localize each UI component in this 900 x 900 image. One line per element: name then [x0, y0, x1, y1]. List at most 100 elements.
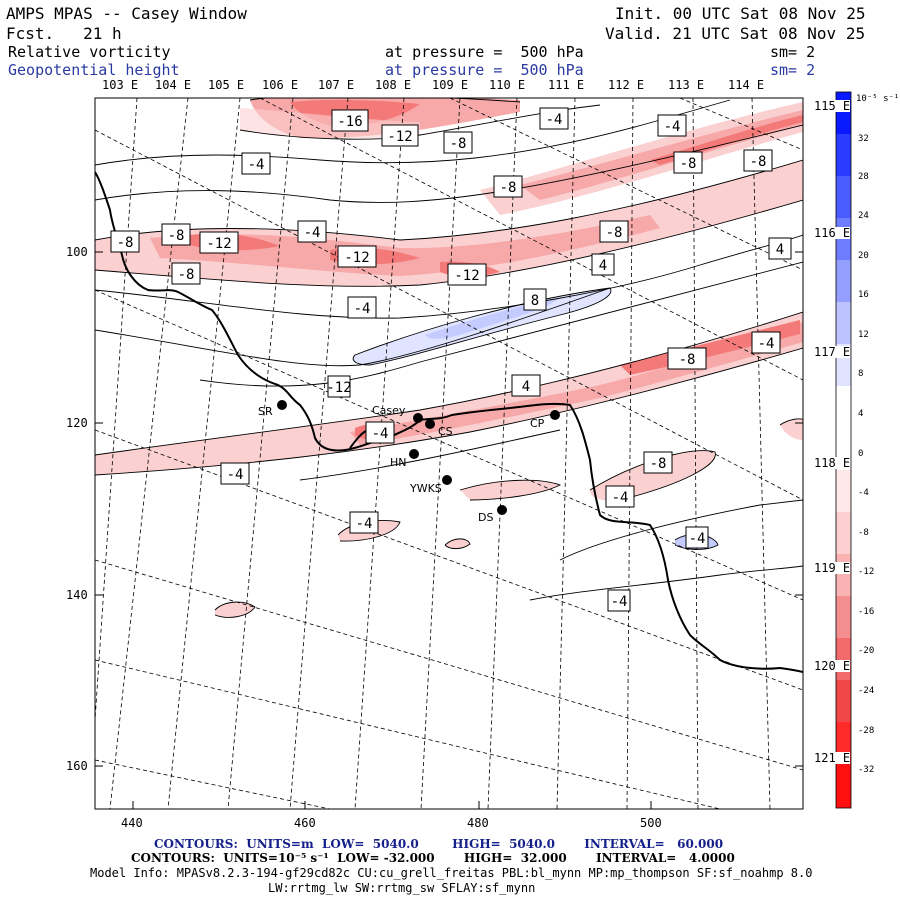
station-label: DS — [478, 511, 493, 524]
station-label: Casey — [372, 404, 406, 417]
colorbar — [835, 91, 852, 809]
station-marker — [425, 419, 435, 429]
station-label: HN — [390, 456, 407, 469]
y-axis-label: 140 — [66, 588, 88, 602]
contour-label: -4 — [354, 301, 371, 317]
contour-label: -8 — [117, 235, 134, 251]
contour-label: -4 — [372, 426, 389, 442]
plot-frame — [94, 97, 804, 810]
lon-label: 112 E — [608, 78, 645, 92]
colorbar-label: -32 — [858, 765, 875, 775]
contour-label: -8 — [168, 228, 185, 244]
station-label: CP — [530, 417, 545, 430]
lon-label: 106 E — [262, 78, 299, 92]
contour-label: -4 — [248, 157, 265, 173]
contour-label-group: -16 -12 -8 -4 -4 -4 -8 -8 -8 -8 -8 -12 -… — [110, 107, 792, 612]
contour-label: -4 — [612, 490, 629, 506]
lon-label: 107 E — [318, 78, 355, 92]
lat-label: 121 E — [814, 751, 851, 765]
contour-label: 8 — [531, 293, 539, 309]
plot-title: AMPS MPAS -- Casey Window — [6, 4, 247, 23]
colorbar-label: -4 — [858, 488, 869, 498]
lon-label: 110 E — [489, 78, 526, 92]
station-marker — [413, 413, 423, 423]
lat-label: 116 E — [814, 226, 851, 240]
colorbar-label: -8 — [858, 528, 869, 538]
x-axis-label: 480 — [467, 816, 489, 830]
contours-vorticity-info: CONTOURS: UNITS=10⁻⁵ s⁻¹ LOW= -32.000 HI… — [131, 851, 735, 865]
contour-label: 4 — [522, 379, 530, 395]
axis-ticks — [95, 251, 803, 809]
colorbar-label: 24 — [858, 211, 869, 221]
lon-label: 111 E — [548, 78, 585, 92]
lon-label: 105 E — [208, 78, 245, 92]
contour-label: 4 — [599, 258, 607, 274]
contour-label: -12 — [387, 129, 412, 145]
field2-level: at pressure = 500 hPa — [385, 61, 584, 79]
colorbar-label: -24 — [858, 686, 875, 696]
contour-label: -8 — [650, 456, 667, 472]
colorbar-label: -28 — [858, 726, 875, 736]
lon-label: 104 E — [155, 78, 192, 92]
contour-label: -12 — [344, 250, 369, 266]
lon-label: 114 E — [728, 78, 765, 92]
field1-smoothing: sm= 2 — [770, 43, 816, 61]
contour-label: -4 — [304, 225, 321, 241]
colorbar-label: 12 — [858, 330, 869, 340]
lat-label: 120 E — [814, 659, 851, 673]
field2-smoothing: sm= 2 — [770, 61, 816, 79]
field2-name: Geopotential height — [8, 61, 180, 79]
forecast-hour: Fcst. 21 h — [6, 24, 122, 43]
station-marker — [497, 505, 507, 515]
contour-label: -8 — [750, 154, 767, 170]
lat-label: 115 E — [814, 99, 851, 113]
lon-label: 103 E — [102, 78, 139, 92]
stations-group: SR Casey CS HN YWKS DS CP — [258, 400, 560, 524]
contour-label: 4 — [776, 242, 784, 258]
contour-label: -8 — [178, 267, 195, 283]
contour-label: -12 — [454, 268, 479, 284]
y-axis-label: 120 — [66, 416, 88, 430]
y-axis-label: 100 — [66, 245, 88, 259]
contour-label: -8 — [450, 136, 467, 152]
lon-label: 108 E — [375, 78, 412, 92]
lat-label: 118 E — [814, 456, 851, 470]
contour-label: -8 — [606, 225, 623, 241]
colorbar-label: -12 — [858, 567, 875, 577]
contour-label: -4 — [356, 516, 373, 532]
field1-level: at pressure = 500 hPa — [385, 43, 584, 61]
lat-label: 117 E — [814, 345, 851, 359]
valid-time: Valid. 21 UTC Sat 08 Nov 25 — [605, 24, 866, 43]
contour-label: -12 — [326, 380, 351, 396]
contour-label: -4 — [227, 467, 244, 483]
colorbar-unit: 10⁻⁵ s⁻¹ — [856, 94, 900, 104]
colorbar-label: 28 — [858, 172, 869, 182]
contour-label: -4 — [689, 531, 706, 547]
colorbar-label: 8 — [858, 369, 864, 379]
station-label: SR — [258, 405, 273, 418]
contours-height-info: CONTOURS: UNITS=m LOW= 5040.0 HIGH= 5040… — [154, 837, 724, 851]
contour-label: -8 — [500, 180, 517, 196]
colorbar-label: 4 — [858, 409, 864, 419]
contour-label: -4 — [546, 112, 563, 128]
model-info-line2: LW:rrtmg_lw SW:rrtmg_sw SFLAY:sf_mynn — [268, 881, 536, 895]
station-label: YWKS — [409, 482, 442, 495]
contour-label: -4 — [664, 119, 681, 135]
colorbar-label: 16 — [858, 290, 869, 300]
colorbar-label: 0 — [858, 449, 864, 459]
lon-label: 109 E — [432, 78, 469, 92]
x-axis-label: 440 — [121, 816, 143, 830]
colorbar-label: -16 — [858, 607, 875, 617]
colorbar-label: -20 — [858, 646, 875, 656]
contour-label: -4 — [758, 336, 775, 352]
contour-label: -12 — [206, 236, 231, 252]
colorbar-label: 32 — [858, 134, 869, 144]
colorbar-label: 20 — [858, 251, 869, 261]
station-marker — [409, 449, 419, 459]
x-axis-label: 460 — [294, 816, 316, 830]
station-label: CS — [438, 425, 453, 438]
station-marker — [277, 400, 287, 410]
station-marker — [442, 475, 452, 485]
contour-label: -16 — [337, 114, 362, 130]
